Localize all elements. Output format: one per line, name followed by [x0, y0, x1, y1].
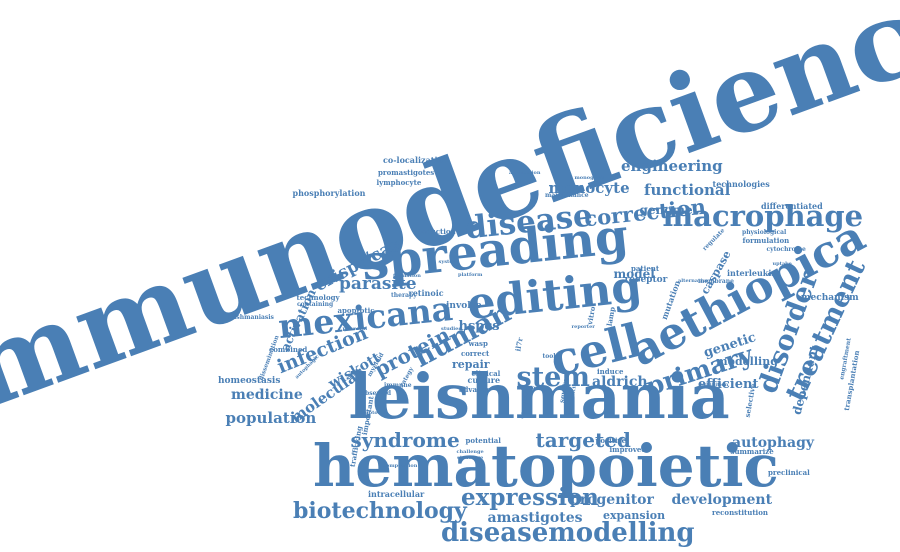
- cloud-word: reconstitution: [712, 509, 768, 516]
- cloud-word: advance: [459, 386, 491, 393]
- cloud-word: modelling: [716, 356, 778, 367]
- cloud-word: observed: [361, 391, 391, 397]
- cloud-word: studies: [441, 327, 461, 332]
- cloud-word: induce: [597, 368, 623, 375]
- cloud-word: promastigotes: [378, 169, 434, 176]
- cloud-word: application: [509, 171, 541, 176]
- cloud-word: phosphorylation: [293, 189, 366, 197]
- cloud-word: alternative: [678, 279, 708, 284]
- cloud-word: structure: [457, 456, 483, 461]
- cloud-word: positive: [596, 437, 627, 444]
- cloud-word: leishmaniasis: [228, 315, 274, 321]
- cloud-word: apoptosis: [359, 411, 386, 416]
- cloud-word: differentiated: [761, 202, 823, 210]
- cloud-word: co-localization: [383, 156, 449, 164]
- cloud-word: correct: [461, 350, 489, 357]
- cloud-word: receptor: [625, 276, 668, 285]
- cloud-word: population: [226, 411, 317, 426]
- cloud-word: lymphocyte: [377, 179, 422, 186]
- cloud-word: induction: [418, 228, 456, 235]
- cloud-word: hspcs: [459, 320, 500, 333]
- cloud-word: biotechnology: [293, 500, 467, 522]
- cloud-word: monogenic: [575, 176, 606, 181]
- cloud-word: formation: [393, 274, 421, 279]
- cloud-word: summarize: [731, 448, 774, 455]
- cloud-word: interleukin: [727, 269, 777, 277]
- cloud-word: uptake: [773, 262, 792, 267]
- cloud-word: il7r: [514, 337, 523, 352]
- cloud-word: mechanism: [801, 294, 859, 303]
- cloud-word: involve: [446, 302, 482, 311]
- cloud-word: cytochrome: [767, 247, 806, 253]
- cloud-word: amastigotes: [488, 511, 583, 525]
- cloud-word: aldrich: [592, 375, 648, 389]
- cloud-word: patient: [631, 265, 659, 272]
- cloud-word: immune: [384, 383, 412, 389]
- cloud-word: platform: [458, 273, 482, 278]
- cloud-word: reporter: [572, 325, 595, 330]
- cloud-word: powerful: [343, 327, 368, 332]
- cloud-word: containing: [297, 302, 333, 308]
- cloud-word: exhibition: [700, 383, 728, 388]
- cloud-word: maintenance: [545, 193, 589, 199]
- cloud-word: technology: [297, 294, 340, 301]
- cloud-word: wasp: [469, 340, 488, 347]
- cloud-word: technologies: [713, 180, 770, 188]
- cloud-word: engineering: [621, 159, 723, 174]
- cloud-word: clinical: [472, 370, 501, 377]
- cloud-word: intracellular: [368, 490, 424, 498]
- cloud-word: formulation: [743, 237, 790, 244]
- cloud-word: physiological: [742, 230, 786, 236]
- cloud-word: development: [672, 493, 773, 507]
- cloud-word: homeostasis: [218, 377, 280, 386]
- cloud-word: potential: [466, 437, 501, 444]
- cloud-word: preclinical: [768, 469, 810, 476]
- cloud-word: expansion: [603, 510, 665, 521]
- cloud-word: composition: [383, 464, 417, 469]
- cloud-word: therapy: [391, 293, 417, 299]
- cloud-word: progenitor: [570, 493, 654, 507]
- cloud-word: system: [439, 260, 458, 265]
- cloud-word: medicine: [231, 388, 303, 402]
- cloud-word: genome: [640, 204, 693, 216]
- cloud-word: tool: [543, 354, 556, 360]
- cloud-word: apoptotic: [338, 307, 375, 314]
- cloud-word: improved: [610, 446, 647, 453]
